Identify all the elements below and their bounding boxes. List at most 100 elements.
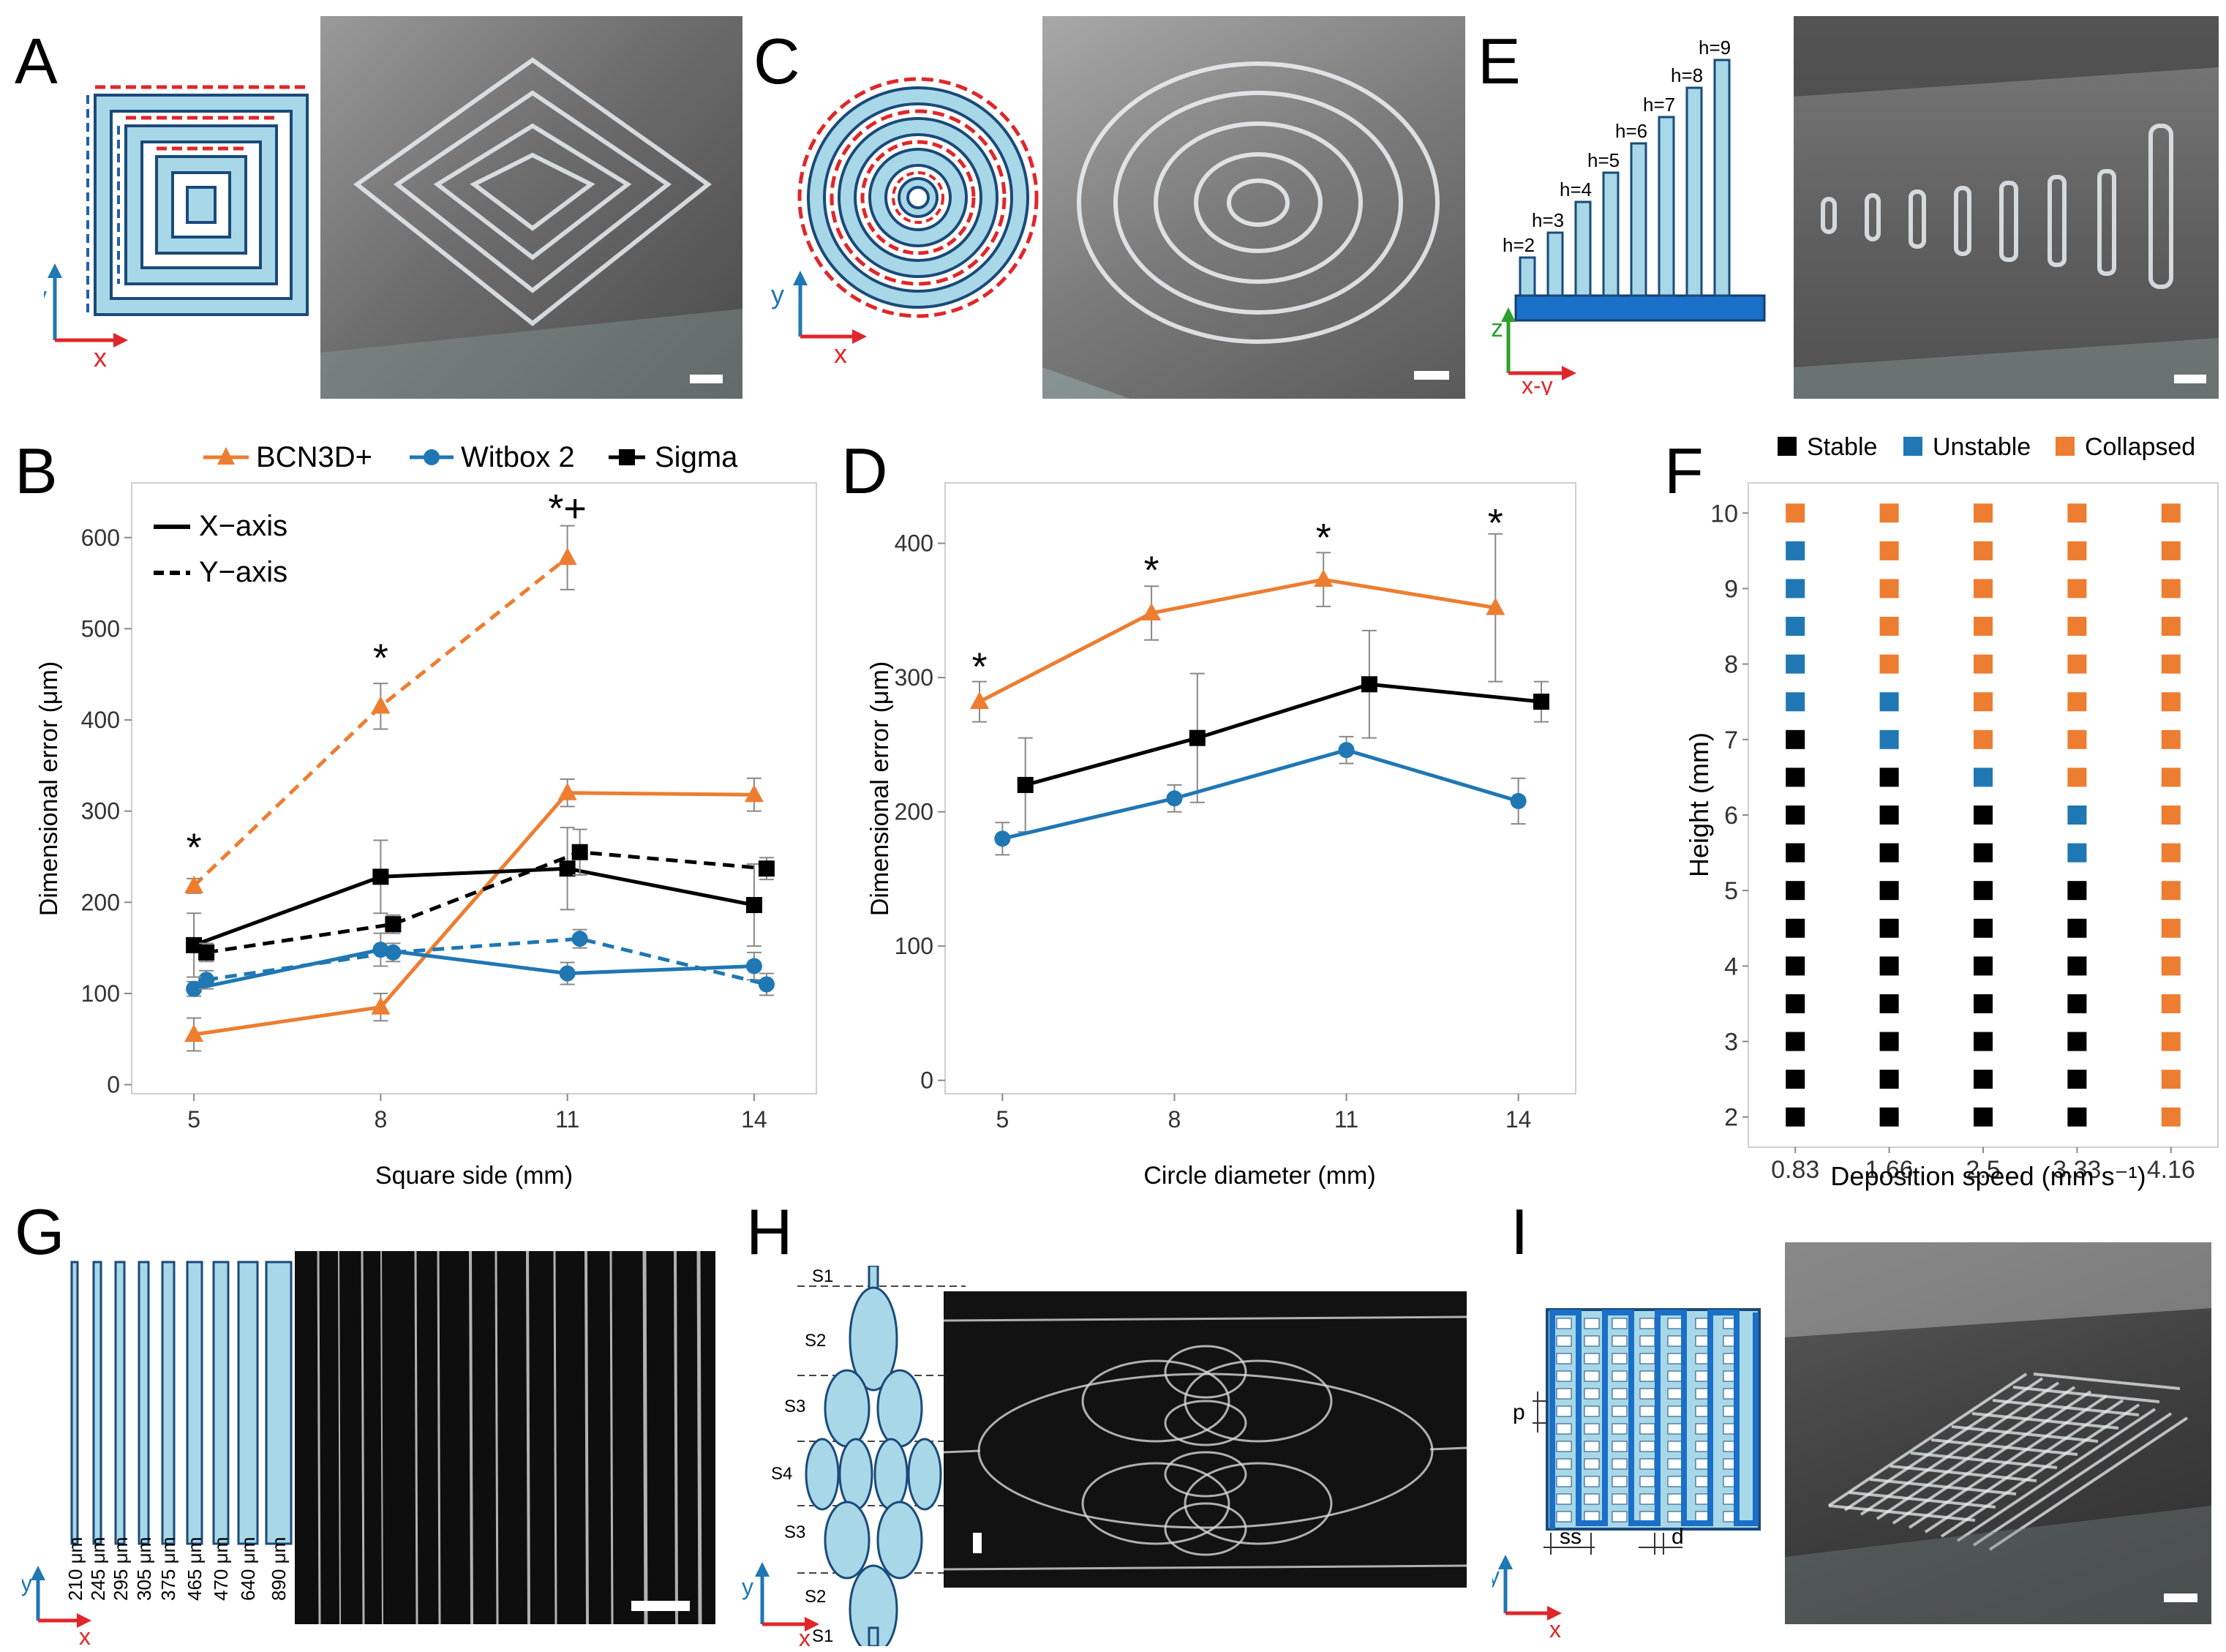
scaffold-cell	[1612, 1405, 1628, 1417]
axis-indicator	[1501, 307, 1576, 380]
scaffold-cell	[1584, 1370, 1600, 1382]
x-tick-label: 3.33	[2053, 1156, 2101, 1184]
state-marker	[1974, 692, 1993, 712]
scaffold-strand	[1860, 1381, 2060, 1516]
photo-pillar-print-art	[1794, 16, 2219, 399]
photo-circle-print	[1042, 16, 1465, 399]
state-marker	[1974, 956, 1993, 976]
data-point	[1142, 603, 1162, 621]
scaffold-strand	[1956, 1408, 2157, 1542]
legend-marker-bcn3d	[217, 447, 235, 465]
scaffold-diagram	[1546, 1308, 1761, 1531]
x-axis-title-f: Deposition speed (mm s⁻¹)	[1830, 1161, 2146, 1191]
data-point	[385, 944, 402, 961]
scaffold-strand	[1908, 1394, 2108, 1529]
scaffold-cell	[1556, 1511, 1572, 1523]
network-schematic: S1 S2 S3 S4 S3 S2 S1	[771, 1266, 966, 1646]
legend-label-sigma: Sigma	[655, 441, 738, 473]
state-marker	[2067, 1070, 2087, 1089]
state-marker	[2067, 654, 2087, 674]
state-marker	[1786, 692, 1805, 712]
state-marker	[2161, 579, 2181, 598]
legend-label-unstable: Unstable	[1933, 433, 2031, 461]
plot-area-b: * * *+	[184, 487, 775, 1052]
scaffold-cell	[1667, 1493, 1683, 1505]
scaffold-cell	[1667, 1441, 1683, 1452]
chart-b: BCN3D+ Witbox 2 Sigma X−axis Y−axis 0 100…	[35, 441, 817, 1190]
significance-mark: *	[187, 826, 202, 870]
state-marker	[1786, 994, 1805, 1013]
series-line-2	[1001, 748, 1519, 841]
scaffold-strand	[1910, 1452, 2058, 1469]
height-label-3: h=3	[1532, 209, 1564, 231]
scaffold-cell	[1612, 1476, 1628, 1487]
diameter-label-d: d	[1672, 1525, 1684, 1549]
y-tick-label: 7	[1724, 726, 1738, 754]
series-line-0	[978, 577, 1496, 704]
scaffold-cell	[1584, 1476, 1600, 1487]
data-point	[1533, 694, 1549, 710]
state-marker	[1974, 843, 1993, 863]
state-marker	[1879, 1032, 1899, 1051]
scaffold-cell	[1556, 1405, 1572, 1417]
axis-indicator	[31, 1566, 91, 1628]
state-marker	[1879, 767, 1899, 787]
plot-area-d: * * * *	[970, 501, 1549, 856]
scaffold-strand	[1869, 1478, 2017, 1495]
y-tick-label: 0	[107, 1072, 120, 1098]
data-point	[559, 860, 576, 877]
state-marker	[1879, 503, 1899, 523]
y-tick-label: 4	[1724, 953, 1738, 980]
scaffold-cell	[1612, 1353, 1628, 1364]
state-marker	[1786, 579, 1805, 598]
scaffold-cell	[1584, 1423, 1600, 1435]
state-marker	[1879, 579, 1899, 598]
scaffold-cell	[1584, 1388, 1600, 1400]
scaffold-cell	[1556, 1388, 1572, 1400]
state-marker	[1786, 503, 1805, 523]
scale-bar	[690, 375, 723, 383]
scaffold-cell	[1639, 1405, 1655, 1417]
height-label-2: h=2	[1503, 234, 1535, 256]
x-axis-title-b: Square side (mm)	[375, 1162, 573, 1190]
width-label-375: 375 μm	[157, 1537, 179, 1601]
state-marker	[1974, 729, 1993, 749]
height-label-7: h=7	[1643, 94, 1675, 116]
series-line-1	[1025, 682, 1542, 787]
legend-label-x-axis: X−axis	[199, 510, 287, 542]
state-marker	[2067, 956, 2087, 976]
x-axis-label: x	[799, 1625, 811, 1646]
x-tick-label: 5	[996, 1106, 1009, 1133]
x-tick-label: 5	[187, 1106, 200, 1133]
width-label-305: 305 μm	[133, 1537, 155, 1601]
scaffold-cell	[1584, 1335, 1600, 1347]
state-marker	[2067, 503, 2087, 523]
section-label-s3-bottom: S3	[784, 1523, 805, 1542]
legend-marker-collapsed	[2056, 437, 2075, 456]
data-point	[385, 916, 402, 933]
state-marker	[1974, 806, 1993, 825]
x-axis-label: x	[79, 1623, 91, 1646]
state-marker	[1974, 1107, 1993, 1127]
scaffold-cell	[1612, 1423, 1628, 1435]
scaffold-strand	[2033, 1373, 2181, 1390]
circle-schematic: y x	[771, 77, 1039, 369]
data-point	[1338, 742, 1355, 759]
state-marker	[2067, 692, 2087, 712]
legend-label-witbox: Witbox 2	[461, 441, 575, 473]
state-marker	[1786, 1107, 1805, 1127]
state-marker	[1879, 918, 1899, 938]
x-tick-label: 14	[741, 1106, 767, 1133]
state-marker	[1879, 729, 1899, 749]
legend-f: Stable Unstable Collapsed	[1778, 433, 2195, 461]
state-marker	[2067, 579, 2087, 598]
scale-bar	[2164, 1593, 2197, 1602]
network-diagram	[805, 1266, 942, 1646]
state-marker	[1974, 918, 1993, 938]
plot-frame-d	[944, 482, 1576, 1095]
legend-label-y-axis: Y−axis	[199, 556, 287, 588]
panel-label-f: F	[1664, 435, 1704, 507]
section-label-s1-bottom: S1	[812, 1626, 833, 1646]
height-label-9: h=9	[1699, 37, 1731, 59]
state-marker	[2067, 541, 2087, 560]
